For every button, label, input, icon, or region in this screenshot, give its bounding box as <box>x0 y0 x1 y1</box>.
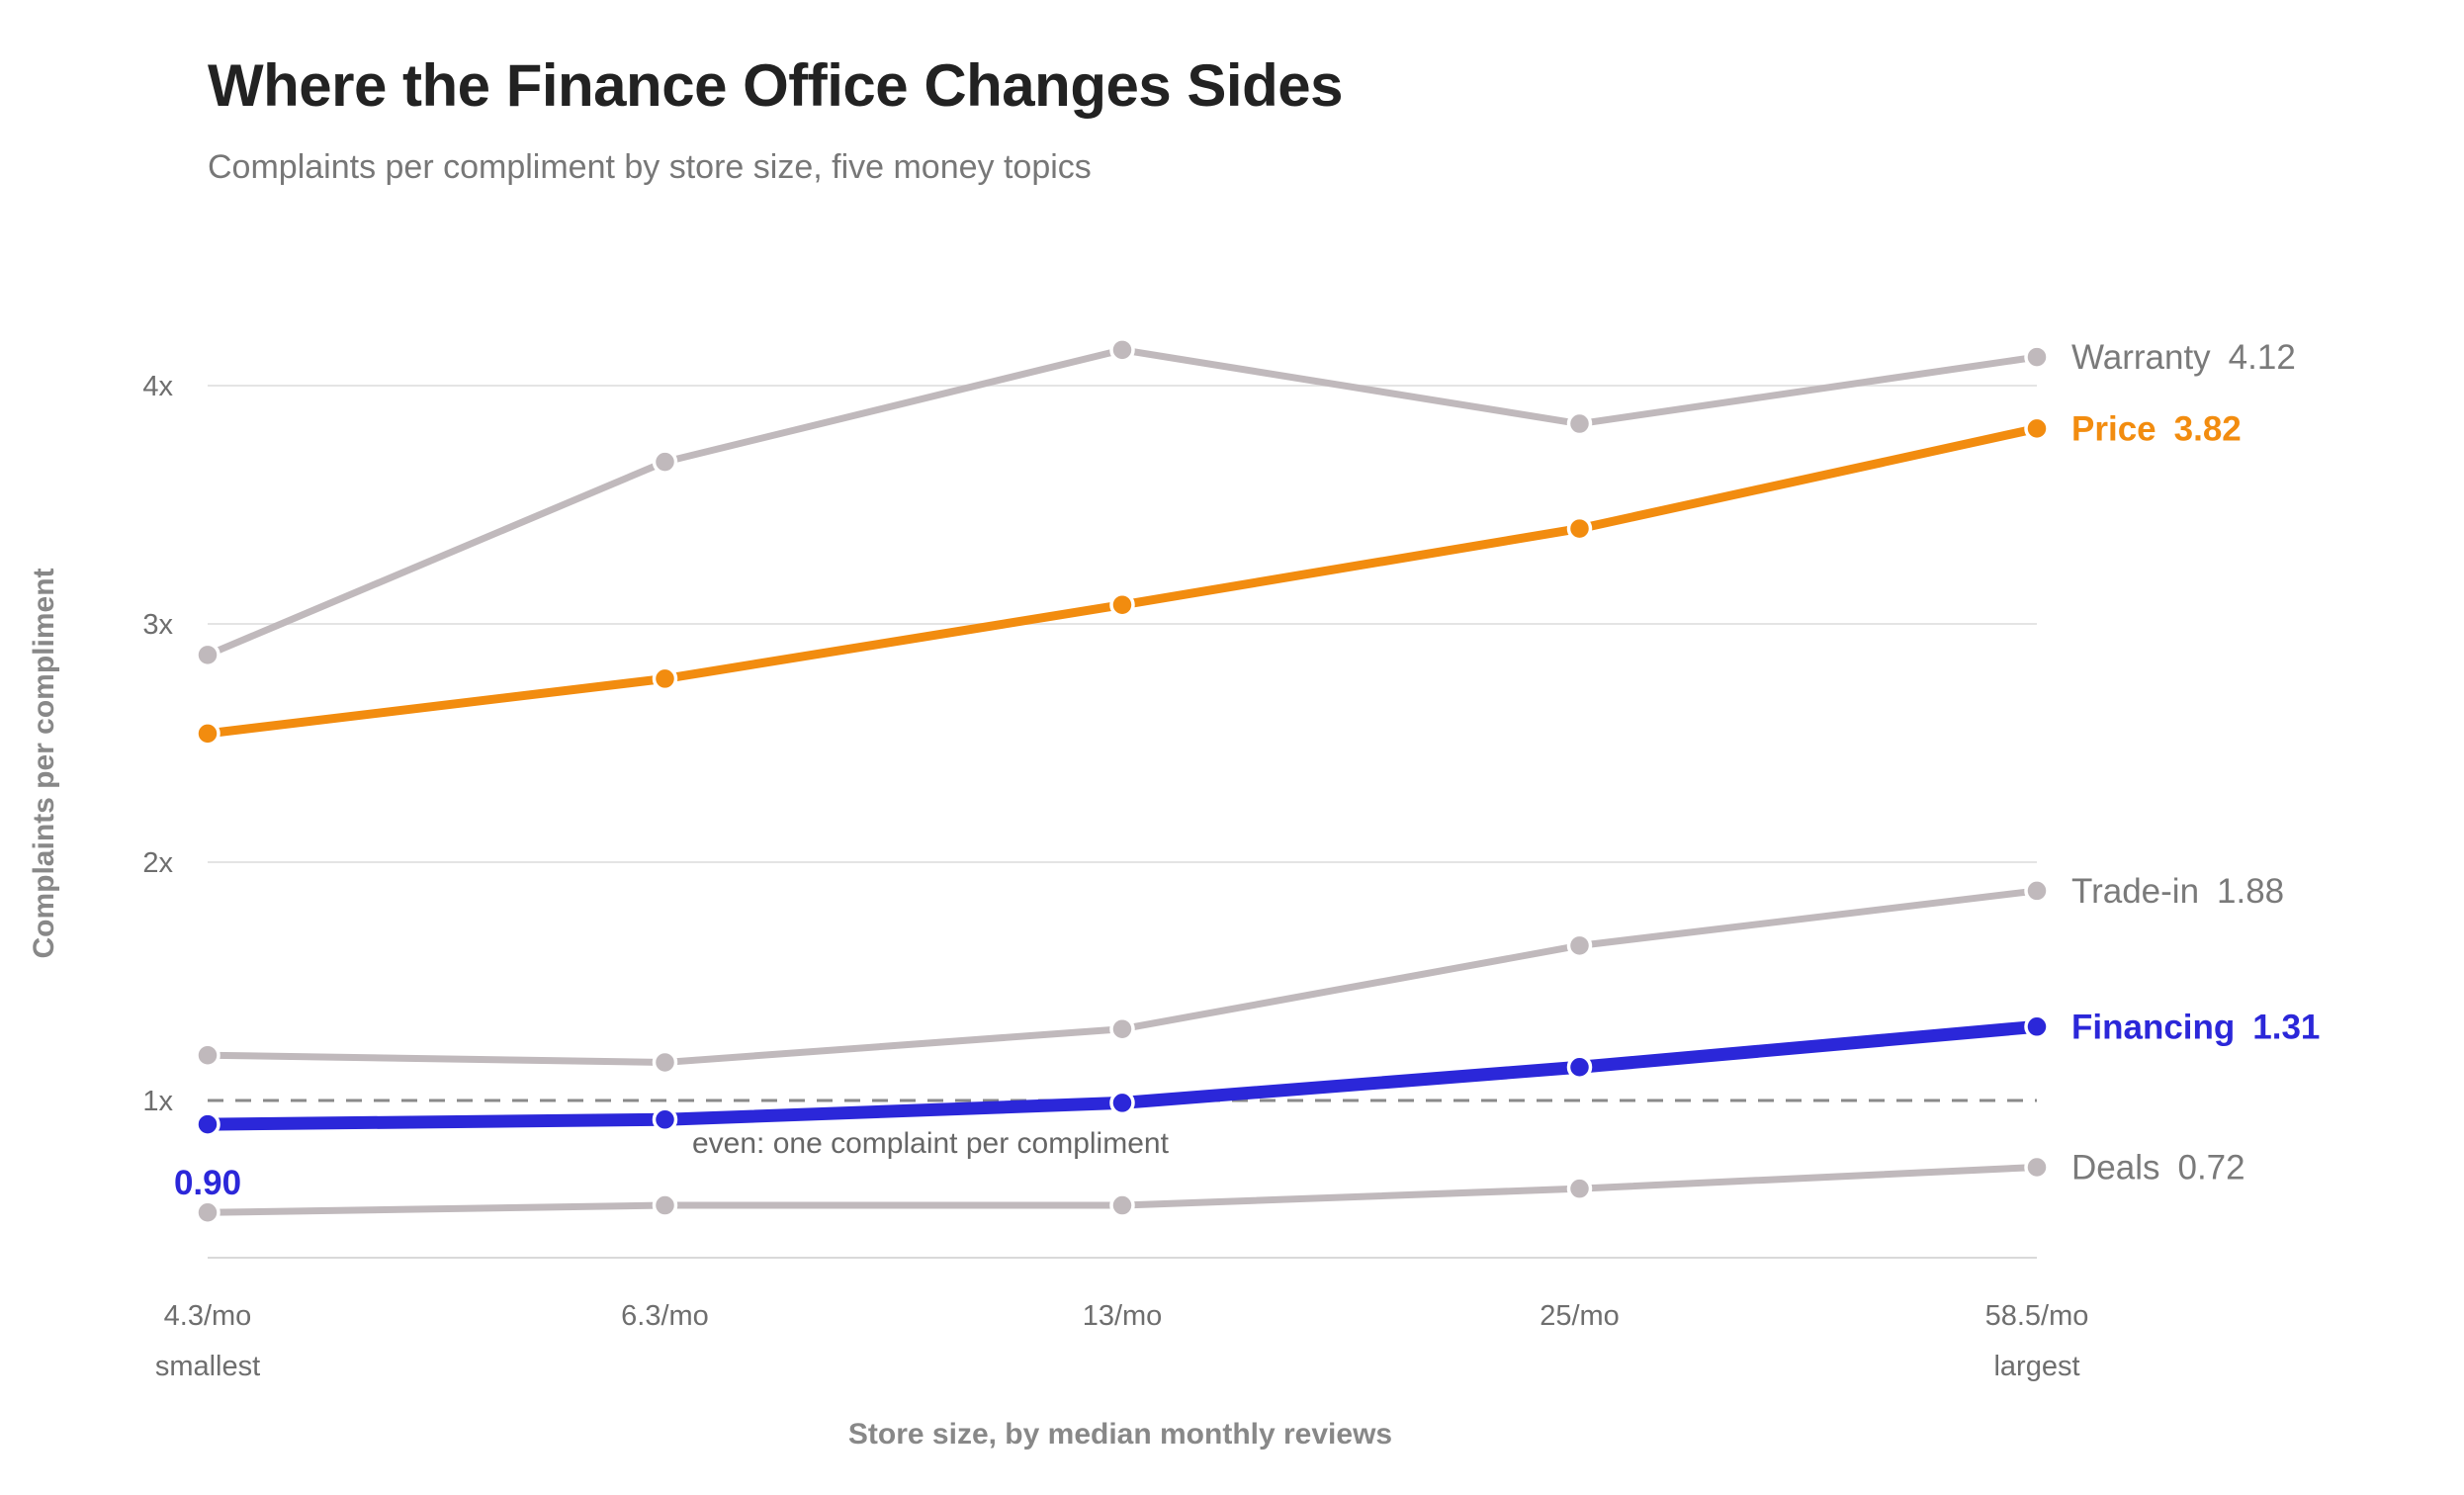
x-tick-label: 58.5/mo <box>1985 1300 2089 1332</box>
y-tick-label: 1x <box>142 1086 173 1117</box>
warranty-point <box>2024 344 2050 370</box>
deals-series-name: Deals <box>2071 1148 2159 1187</box>
x-tick-label: 25/mo <box>1540 1300 1620 1332</box>
x-axis-ticks: 4.3/mo smallest 6.3/mo 13/mo 25/mo 58.5/mo lar… <box>155 1300 2089 1382</box>
trade-in-point <box>1109 1015 1135 1042</box>
warranty-point <box>1566 410 1593 437</box>
chart-subtitle: Complaints per compliment by store size,… <box>208 148 1092 186</box>
reference-line: even: one complaint per compliment <box>208 1099 2037 1160</box>
y-axis-title: Complaints per compliment <box>28 568 60 958</box>
price-point <box>1109 591 1135 618</box>
deals-point <box>652 1192 678 1218</box>
deals-point <box>195 1199 220 1226</box>
deals-end-label: Deals 0.72 <box>2071 1148 2245 1187</box>
warranty-point <box>652 449 678 475</box>
trade-in-point <box>1566 932 1593 959</box>
trade-in-point <box>652 1049 678 1076</box>
price-end-label: Price 3.82 <box>2071 409 2242 448</box>
x-axis-title: Store size, by median monthly reviews <box>848 1418 1392 1451</box>
financing-start-label: 0.90 <box>174 1164 241 1202</box>
warranty-end-label: Warranty 4.12 <box>2071 338 2296 377</box>
chart-title: Where the Finance Office Changes Sides <box>208 52 1343 119</box>
x-tick-label: 6.3/mo <box>621 1300 709 1332</box>
grid-lines <box>208 385 2037 1259</box>
price-point <box>2024 415 2050 442</box>
warranty-series-name: Warranty <box>2071 338 2211 377</box>
financing-series-name: Financing <box>2071 1008 2235 1046</box>
x-tick-label: 13/mo <box>1083 1300 1163 1332</box>
price-end-value: 3.82 <box>2174 409 2242 448</box>
deals-end-value: 0.72 <box>2177 1148 2244 1187</box>
y-tick-label: 2x <box>142 847 173 879</box>
price-series-name: Price <box>2071 409 2156 448</box>
financing-end-value: 1.31 <box>2252 1008 2320 1046</box>
financing-point <box>2024 1013 2050 1040</box>
deals-point <box>1109 1192 1135 1218</box>
x-tick-sublabel: smallest <box>155 1351 260 1382</box>
financing-point <box>652 1106 678 1133</box>
series-labels: Warranty 4.12 Trade-in 1.88 Deals 0.72 Price 3.… <box>174 338 2320 1202</box>
deals-point <box>1566 1176 1593 1201</box>
deals-point <box>2024 1154 2050 1181</box>
trade-in-end-label: Trade-in 1.88 <box>2071 872 2284 911</box>
price-point <box>195 721 220 747</box>
y-axis-ticks: 1x 2x 3x 4x <box>142 371 173 1117</box>
price-point <box>652 665 678 692</box>
trade-in-point <box>195 1042 220 1068</box>
x-tick-sublabel: largest <box>1993 1351 2079 1382</box>
financing-point <box>1566 1054 1593 1081</box>
trade-in-end-value: 1.88 <box>2217 872 2284 911</box>
y-tick-label: 4x <box>142 371 173 402</box>
warranty-point <box>1109 337 1135 363</box>
reference-line-label: even: one complaint per compliment <box>692 1127 1170 1160</box>
warranty-end-value: 4.12 <box>2229 338 2296 377</box>
financing-end-label: Financing 1.31 <box>2071 1008 2320 1046</box>
trade-in-point <box>2024 878 2050 904</box>
financing-point <box>1109 1090 1135 1116</box>
x-tick-label: 4.3/mo <box>164 1300 252 1332</box>
warranty-point <box>195 642 220 668</box>
trade-in-series-name: Trade-in <box>2071 872 2199 911</box>
series-lines <box>195 337 2050 1226</box>
price-point <box>1566 515 1593 542</box>
financing-point <box>195 1111 220 1137</box>
price-line <box>203 423 2042 739</box>
y-tick-label: 3x <box>142 609 173 641</box>
